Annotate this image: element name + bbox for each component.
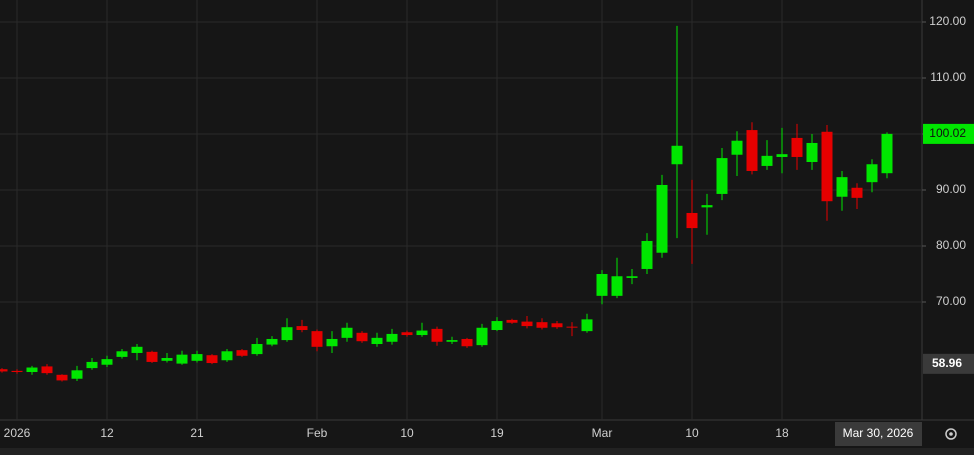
candle-body: [611, 276, 623, 296]
y-tick-label: 80.00: [936, 238, 966, 252]
last-price-label: 100.02: [929, 126, 966, 140]
y-tick-label: 70.00: [936, 294, 966, 308]
last-price-box: [923, 123, 974, 144]
candle-body: [536, 322, 548, 328]
candle-body: [851, 187, 863, 198]
candle-body: [0, 369, 8, 372]
candle-body: [566, 326, 578, 328]
y-tick-label: 110.00: [930, 70, 966, 84]
y-tick-label: 90.00: [936, 182, 966, 196]
crosshair-price-label: 58.96: [932, 356, 962, 370]
candle-body: [281, 327, 293, 341]
candle-body: [761, 155, 773, 166]
grid: [0, 0, 922, 420]
candle-body: [176, 354, 188, 364]
crosshair-date-box: [835, 422, 922, 446]
x-tick-label: Feb: [307, 426, 328, 440]
x-tick-label: 10: [685, 426, 699, 440]
candle-body: [356, 332, 368, 342]
candle-body: [56, 374, 68, 381]
candle-body: [476, 327, 488, 346]
candle-body: [791, 137, 803, 157]
candle-body: [236, 350, 248, 356]
candle-body: [866, 164, 878, 183]
x-tick-label: 18: [775, 426, 789, 440]
candle-body: [626, 276, 638, 278]
candle-body: [191, 354, 203, 361]
x-tick-label: Mar: [592, 426, 613, 440]
candle-body: [701, 205, 713, 208]
candle-body: [206, 355, 218, 364]
x-tick-label: 21: [190, 426, 204, 440]
candle-body: [836, 177, 848, 197]
candle-body: [401, 332, 413, 336]
candle-body: [431, 328, 443, 342]
candle-body: [371, 337, 383, 345]
candle-body: [146, 351, 158, 362]
candle-body: [581, 319, 593, 332]
candle-body: [131, 346, 143, 353]
bottom-toolbar: [0, 448, 974, 455]
settings-gear-center[interactable]: [949, 432, 953, 436]
candle-body: [656, 184, 668, 253]
candle-body: [26, 367, 38, 373]
x-tick-label: 10: [400, 426, 414, 440]
candle-body: [716, 158, 728, 194]
candle-body: [221, 351, 233, 361]
candle-body: [326, 338, 338, 347]
candle-body: [311, 331, 323, 347]
settings-icon[interactable]: [945, 428, 957, 440]
candle-body: [71, 370, 83, 379]
candle-body: [686, 212, 698, 229]
settings-gear[interactable]: [945, 428, 957, 440]
candle-body: [296, 326, 308, 331]
x-tick-label: 12: [100, 426, 114, 440]
y-tick-label: 120.00: [929, 14, 966, 28]
candle-body: [746, 130, 758, 171]
candle-body: [41, 366, 53, 374]
candle-body: [416, 330, 428, 336]
candle-body: [821, 131, 833, 202]
candle-body: [881, 133, 893, 174]
candle-body: [671, 145, 683, 165]
crosshair-date-label: Mar 30, 2026: [843, 426, 914, 440]
x-tick-label: 19: [490, 426, 504, 440]
candle-body: [491, 321, 503, 331]
candle-body: [86, 361, 98, 369]
candle-body: [806, 142, 818, 163]
candle-body: [776, 154, 788, 157]
candle-body: [251, 344, 263, 355]
candle-body: [116, 351, 128, 357]
crosshair-price-box: [923, 353, 974, 374]
candle-body: [551, 323, 563, 328]
candle-body: [161, 358, 173, 361]
candle-body: [11, 370, 23, 373]
candle-body: [506, 319, 518, 323]
candle-body: [266, 338, 278, 345]
candle-body: [521, 321, 533, 327]
candle-body: [446, 340, 458, 342]
candle-body: [386, 333, 398, 342]
candle-body: [596, 274, 608, 296]
candle-body: [731, 140, 743, 155]
candle-body: [461, 338, 473, 347]
candle-body: [341, 327, 353, 338]
x-tick-label: 2026: [4, 426, 31, 440]
candle-body: [641, 240, 653, 269]
candle-body: [101, 359, 113, 365]
